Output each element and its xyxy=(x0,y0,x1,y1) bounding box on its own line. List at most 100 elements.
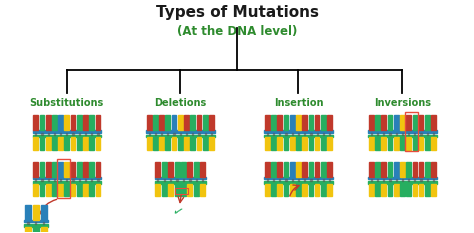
Bar xyxy=(419,162,423,177)
Text: Types of Mutations: Types of Mutations xyxy=(155,5,319,20)
Bar xyxy=(178,137,182,150)
Bar xyxy=(327,162,332,177)
Bar xyxy=(96,184,100,196)
Bar xyxy=(155,181,206,184)
Bar xyxy=(189,179,191,181)
Text: Substitutions: Substitutions xyxy=(30,98,104,108)
Bar xyxy=(71,137,75,150)
Bar xyxy=(408,133,409,135)
Text: ✓: ✓ xyxy=(170,205,184,220)
Bar xyxy=(283,162,288,177)
Bar xyxy=(329,133,330,135)
Bar xyxy=(412,115,417,130)
Bar xyxy=(323,179,324,181)
Bar xyxy=(396,133,397,135)
Bar xyxy=(41,133,43,135)
Bar xyxy=(202,179,203,181)
Bar xyxy=(33,184,38,196)
Bar xyxy=(91,179,92,181)
Bar xyxy=(375,115,380,130)
Bar xyxy=(371,133,372,135)
Bar xyxy=(369,137,374,150)
Bar xyxy=(77,115,82,130)
Bar xyxy=(66,179,67,181)
Bar xyxy=(388,115,392,130)
Bar xyxy=(39,137,44,150)
Bar xyxy=(267,133,268,135)
Bar xyxy=(382,162,386,177)
Bar xyxy=(165,115,170,130)
Bar xyxy=(60,179,61,181)
Bar xyxy=(162,184,167,196)
Bar xyxy=(64,162,69,177)
Bar xyxy=(271,115,276,130)
Bar xyxy=(425,115,430,130)
Bar xyxy=(321,162,326,177)
Bar xyxy=(180,133,181,135)
Bar xyxy=(181,162,186,177)
Bar xyxy=(96,162,100,177)
Bar xyxy=(277,137,282,150)
Bar xyxy=(58,184,63,196)
Bar xyxy=(79,179,80,181)
Bar xyxy=(296,137,301,150)
Bar xyxy=(172,137,176,150)
Bar xyxy=(389,179,391,181)
Bar xyxy=(33,181,101,184)
Bar xyxy=(431,137,436,150)
Bar xyxy=(35,222,36,224)
Bar xyxy=(47,179,49,181)
Bar xyxy=(425,184,430,196)
Bar xyxy=(402,133,403,135)
Bar xyxy=(406,115,411,130)
Bar xyxy=(296,162,301,177)
Text: Deletions: Deletions xyxy=(154,98,206,108)
Bar xyxy=(279,179,281,181)
Bar xyxy=(35,179,36,181)
Bar xyxy=(285,133,287,135)
Bar xyxy=(165,137,170,150)
Bar xyxy=(71,162,75,177)
Bar xyxy=(414,133,416,135)
Bar xyxy=(211,133,212,135)
Bar xyxy=(85,179,86,181)
Bar xyxy=(178,115,182,130)
Text: Insertion: Insertion xyxy=(273,98,323,108)
Bar xyxy=(201,162,205,177)
Bar xyxy=(375,162,380,177)
Bar xyxy=(41,179,43,181)
Bar xyxy=(321,137,326,150)
Bar xyxy=(205,133,206,135)
Bar xyxy=(162,162,167,177)
Bar xyxy=(292,179,293,181)
Bar xyxy=(427,133,428,135)
Bar xyxy=(83,162,88,177)
Bar xyxy=(368,181,437,184)
Bar xyxy=(209,115,214,130)
Bar xyxy=(175,188,188,194)
Bar xyxy=(54,179,55,181)
Bar xyxy=(329,179,330,181)
Bar xyxy=(155,133,156,135)
Bar xyxy=(58,115,63,130)
Bar xyxy=(388,184,392,196)
Bar xyxy=(173,133,175,135)
Bar xyxy=(310,179,311,181)
Bar xyxy=(197,115,201,130)
Text: Inversions: Inversions xyxy=(374,98,431,108)
Bar xyxy=(25,205,31,219)
Bar xyxy=(321,115,326,130)
Bar xyxy=(285,179,287,181)
Bar xyxy=(394,137,399,150)
Bar xyxy=(290,137,294,150)
Bar xyxy=(427,179,428,181)
Bar xyxy=(400,162,405,177)
Bar xyxy=(433,133,434,135)
Bar xyxy=(267,179,268,181)
Bar xyxy=(388,137,392,150)
Bar xyxy=(277,162,282,177)
Bar xyxy=(264,135,333,137)
Bar xyxy=(290,162,294,177)
Bar xyxy=(394,184,399,196)
Bar xyxy=(43,222,45,224)
